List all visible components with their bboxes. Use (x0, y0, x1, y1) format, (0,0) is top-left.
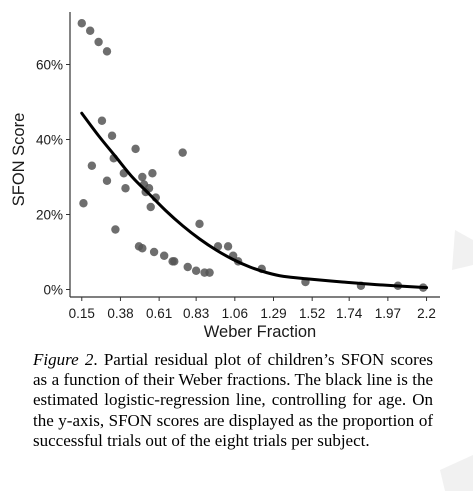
x-tick-label: 1.74 (336, 306, 363, 321)
data-point (138, 244, 147, 253)
y-tick-label: 20% (36, 208, 63, 223)
x-tick-label: 0.61 (146, 306, 172, 321)
data-point (195, 219, 204, 229)
data-point (111, 225, 120, 234)
data-point (85, 26, 95, 35)
data-point (87, 161, 97, 170)
data-point (205, 268, 214, 277)
x-tick-label: 1.52 (299, 306, 325, 321)
data-point (223, 242, 233, 251)
data-point (138, 172, 147, 182)
data-point (178, 148, 187, 157)
watermark-shape (440, 455, 473, 491)
watermark (440, 230, 473, 491)
x-tick-label: 1.29 (260, 306, 286, 321)
caption-label: Figure 2 (33, 350, 94, 369)
x-tick-label: 0.38 (107, 306, 133, 321)
data-point (121, 184, 130, 193)
figure-caption: Figure 2. Partial residual plot of child… (33, 350, 433, 451)
caption-text: . Partial residual plot of children’s SF… (33, 350, 434, 450)
axes (69, 12, 440, 298)
regression-line (80, 111, 429, 290)
x-tick-label: 0.83 (183, 306, 209, 321)
data-point (79, 199, 88, 208)
data-points (77, 19, 428, 292)
data-point (170, 257, 179, 266)
data-point (148, 169, 157, 178)
data-point (149, 247, 159, 257)
data-point (159, 251, 169, 260)
x-axis-title: Weber Fraction (204, 323, 317, 341)
y-tick-label: 40% (36, 133, 63, 148)
data-point (183, 262, 192, 272)
y-axis-title: SFON Score (10, 113, 28, 207)
x-tick-labels: 0.15 0.38 0.61 0.83 1.06 1.29 1.52 1.74 1.97 2.2 (69, 297, 436, 321)
x-tick-label: 0.15 (69, 306, 95, 321)
x-tick-label: 1.06 (222, 306, 248, 321)
x-tick-label: 2.2 (417, 306, 436, 321)
y-tick-label: 60% (36, 58, 63, 73)
y-tick-label: 0% (43, 283, 63, 298)
watermark-shape (452, 230, 473, 270)
data-point (146, 202, 155, 212)
x-tick-label: 1.97 (375, 306, 401, 321)
data-point (94, 37, 103, 47)
data-point (97, 116, 107, 125)
y-tick-labels: 0% 20% 40% 60% (36, 58, 70, 298)
regression-curve (80, 111, 429, 290)
data-point (102, 47, 112, 56)
data-point (107, 131, 117, 140)
data-point (191, 266, 201, 275)
data-point (131, 144, 140, 154)
data-point (77, 19, 86, 28)
data-point (102, 176, 112, 185)
